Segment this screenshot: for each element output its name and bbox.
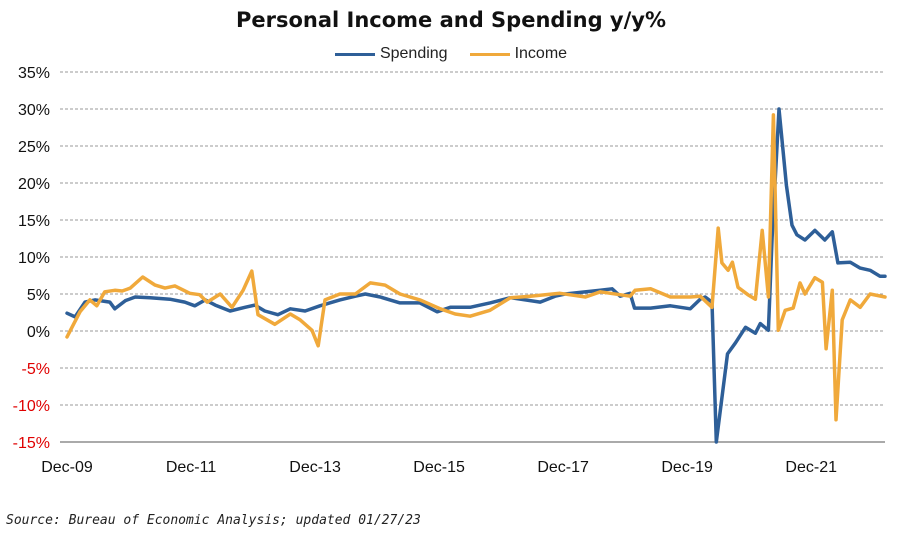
y-tick-label: 15% xyxy=(18,213,50,230)
legend-label-spending: Spending xyxy=(379,45,448,62)
series-line-income xyxy=(65,113,887,422)
y-tick-label: 25% xyxy=(18,139,50,156)
y-tick-label: 30% xyxy=(18,102,50,119)
x-tick-label: Dec-17 xyxy=(537,459,589,476)
series-line-spending xyxy=(65,107,887,444)
x-tick-label: Dec-19 xyxy=(661,459,713,476)
y-tick-label: -15% xyxy=(13,435,50,452)
legend-swatch-spending xyxy=(334,52,375,56)
source-note: Source: Bureau of Economic Analysis; upd… xyxy=(6,513,421,528)
y-tick-label: 5% xyxy=(27,287,50,304)
legend: Spending Income xyxy=(0,45,902,63)
legend-item-spending: Spending xyxy=(334,45,448,63)
x-tick-label: Dec-15 xyxy=(413,459,465,476)
x-tick-label: Dec-09 xyxy=(41,459,93,476)
chart-title: Personal Income and Spending y/y% xyxy=(235,8,667,32)
y-tick-label: 10% xyxy=(18,250,50,267)
x-tick-label: Dec-11 xyxy=(166,459,216,476)
y-tick-label: 35% xyxy=(18,65,50,82)
y-tick-label: 20% xyxy=(18,176,50,193)
x-tick-label: Dec-13 xyxy=(289,459,341,476)
y-tick-label: -5% xyxy=(22,361,50,378)
y-tick-label: -10% xyxy=(13,398,50,415)
legend-label-income: Income xyxy=(514,45,568,62)
y-tick-label: 0% xyxy=(27,324,50,341)
legend-item-income: Income xyxy=(469,45,568,63)
legend-swatch-income xyxy=(469,52,510,56)
x-tick-label: Dec-21 xyxy=(785,459,837,476)
